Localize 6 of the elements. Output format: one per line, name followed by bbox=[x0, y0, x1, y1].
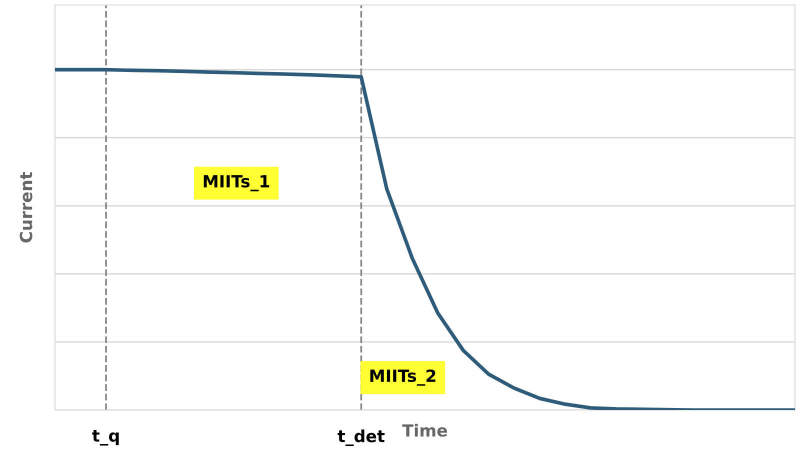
x-tick-label: t_q bbox=[92, 430, 119, 446]
x-axis-title: Time bbox=[402, 424, 448, 437]
annotation: MIITs_1 bbox=[204, 175, 270, 192]
y-axis-title: Current bbox=[20, 172, 32, 243]
x-tick-label: t_det bbox=[338, 429, 385, 446]
annotation: MIITs_2 bbox=[370, 369, 436, 386]
